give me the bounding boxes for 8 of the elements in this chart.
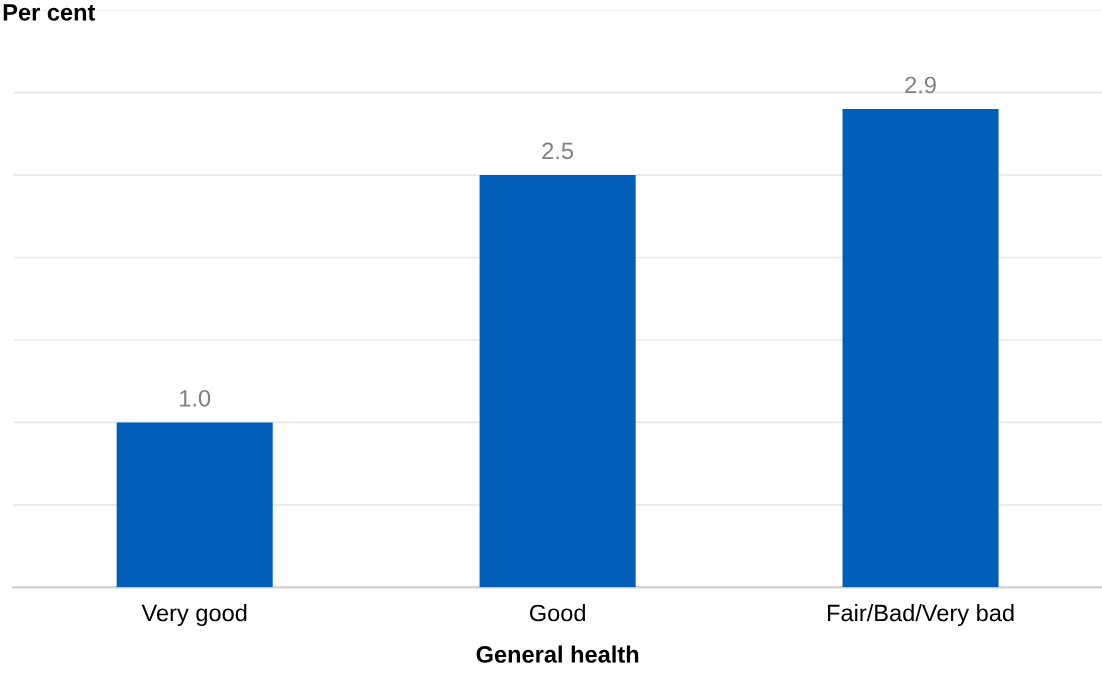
data-label: 1.0 [180, 389, 211, 407]
x-tick-label: Good [529, 604, 585, 622]
data-label: 2.5 [542, 142, 574, 160]
x-tick-label: Very good [141, 604, 247, 627]
x-axis-title: General health [476, 645, 639, 663]
data-label: 2.9 [905, 76, 936, 94]
x-tick-label: Fair/Bad/Very bad [827, 604, 1014, 627]
y-axis-title: Per cent [3, 4, 96, 21]
